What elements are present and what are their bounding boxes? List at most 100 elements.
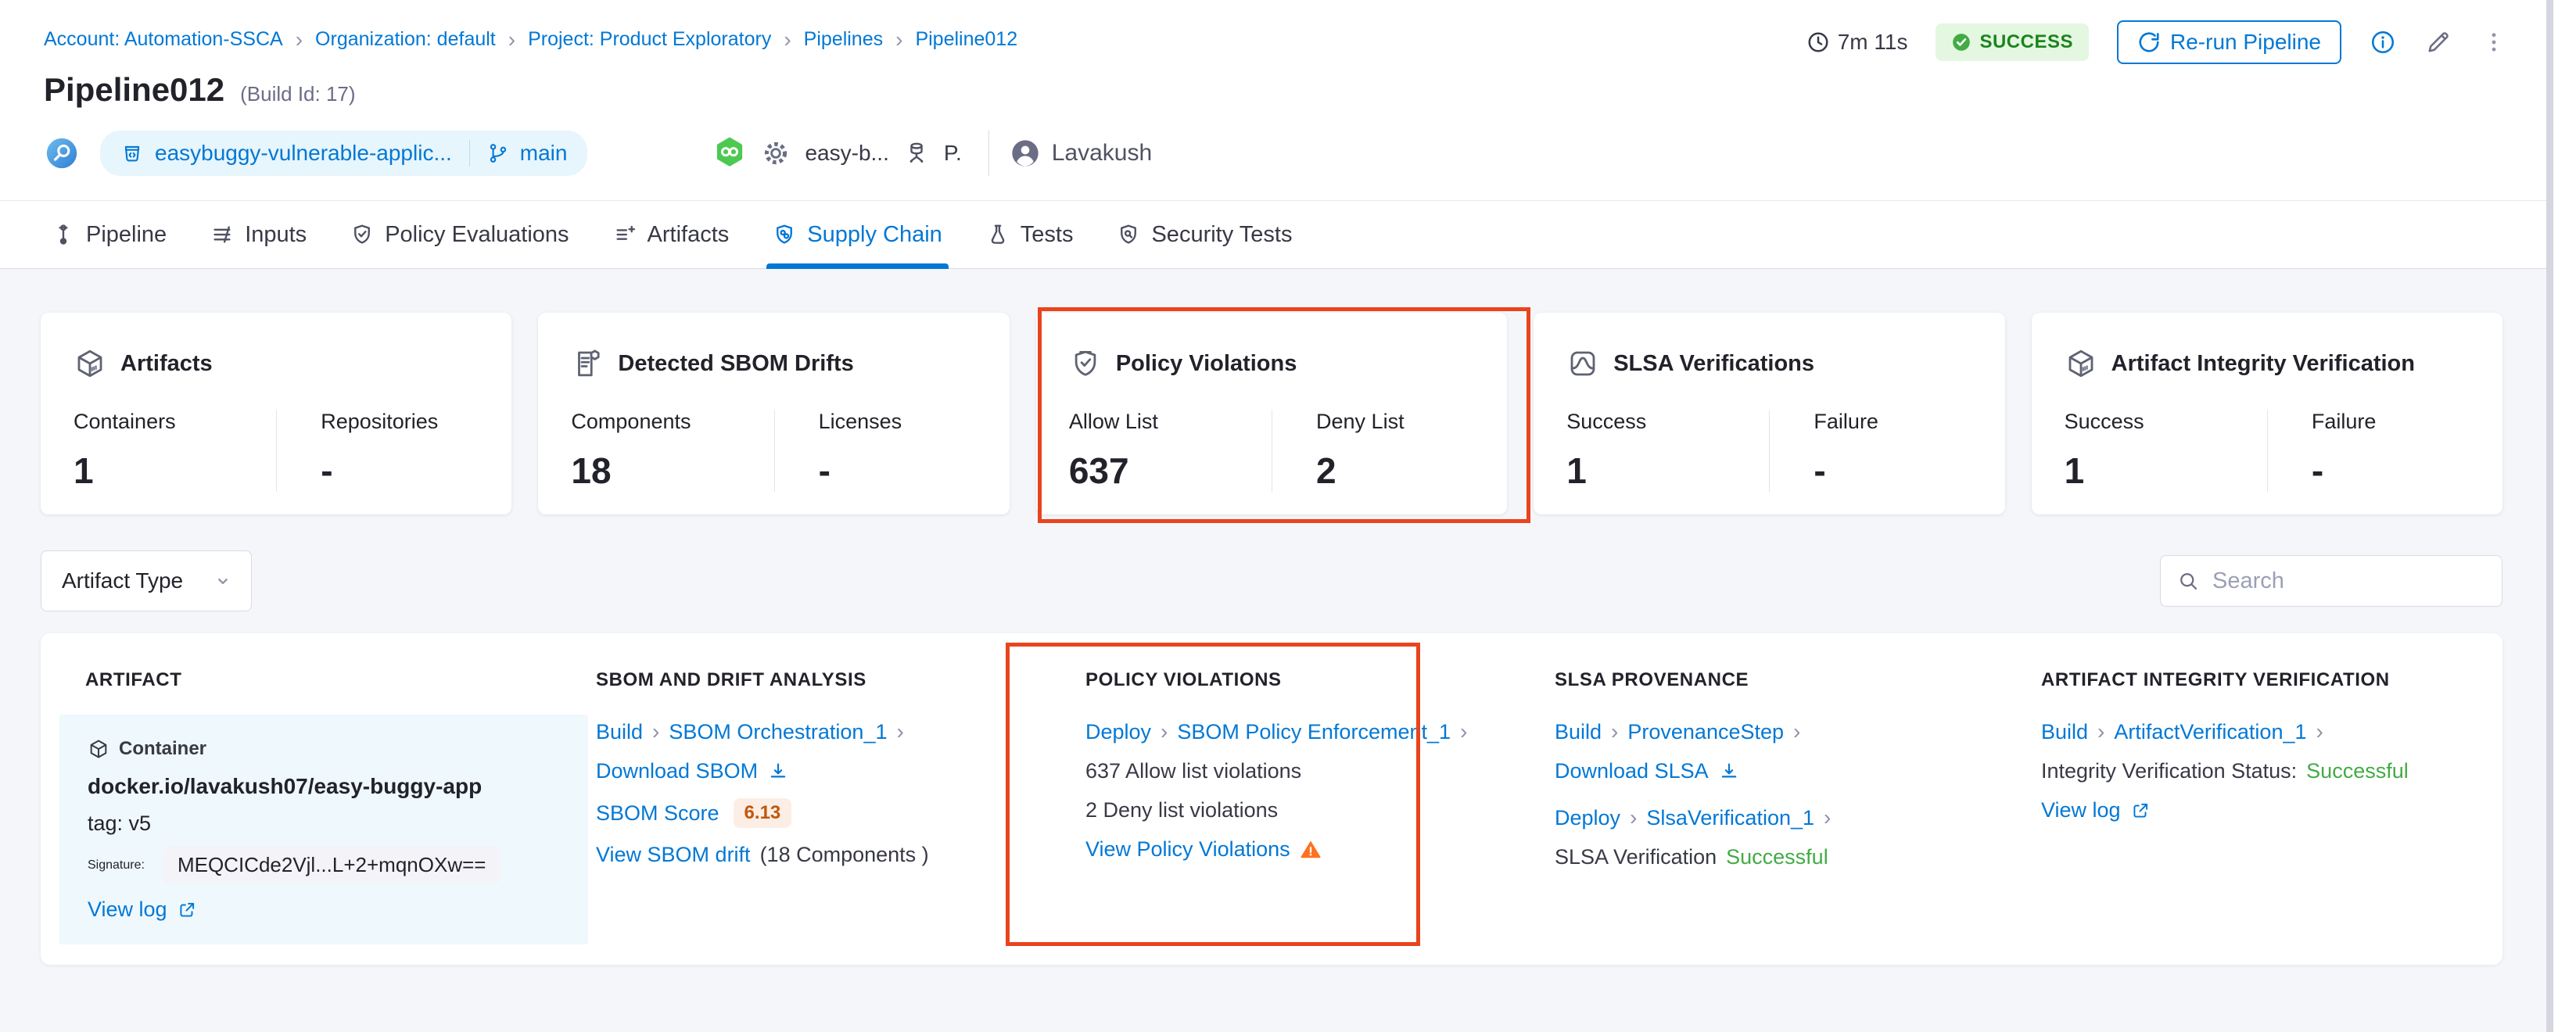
step-separator: › — [2316, 719, 2323, 744]
scrollbar-thumb[interactable] — [2546, 0, 2553, 1032]
trigger-short-name[interactable]: P. — [943, 141, 962, 165]
stat-value: 2 — [1316, 450, 1336, 491]
stat-label: Deny List — [1316, 410, 1405, 433]
stat-value: - — [1814, 450, 1826, 491]
stage-link[interactable]: Build — [596, 719, 644, 744]
slsa-verification-label: SLSA Verification — [1555, 845, 1717, 869]
breadcrumb-pipeline012[interactable]: Pipeline012 — [915, 28, 1018, 50]
stat-value: 1 — [1566, 450, 1587, 491]
step-link[interactable]: ProvenanceStep — [1627, 719, 1785, 744]
view-policy-violations-link[interactable]: View Policy Violations — [1085, 837, 1290, 861]
pipeline-meta-row: easybuggy-vulnerable-applic... main — [44, 131, 2576, 176]
artifact-tag: tag: v5 — [88, 812, 152, 835]
step-link[interactable]: SlsaVerification_1 — [1646, 805, 1815, 830]
artifact-type-dropdown[interactable]: Artifact Type — [41, 550, 252, 611]
flask-icon — [986, 223, 1010, 246]
stat-label: Success — [2064, 410, 2144, 433]
title-row: Pipeline012 (Build Id: 17) — [44, 71, 2576, 109]
card-title: Policy Violations — [1115, 350, 1297, 376]
card-policy-violations: Policy Violations Allow List 637 Deny Li… — [1035, 313, 1508, 514]
view-sbom-drift-link[interactable]: View SBOM drift — [596, 843, 751, 866]
breadcrumb-account[interactable]: Account: Automation-SSCA — [44, 28, 283, 50]
duration-text: 7m 11s — [1837, 30, 1908, 54]
step-link[interactable]: ArtifactVerification_1 — [2114, 719, 2307, 744]
check-circle-icon — [1951, 32, 1971, 52]
step-link[interactable]: SBOM Orchestration_1 — [669, 719, 888, 744]
tab-label: Inputs — [245, 221, 307, 247]
tab-label: Pipeline — [86, 221, 167, 247]
view-log-link[interactable]: View log — [88, 898, 167, 921]
shield-check-icon — [1069, 347, 1102, 380]
step-separator: › — [1611, 719, 1619, 744]
breadcrumb-separator: › — [508, 27, 516, 52]
stat-label: Success — [1566, 410, 1647, 433]
search-box — [2160, 555, 2502, 607]
download-slsa-link[interactable]: Download SLSA — [1555, 759, 1709, 783]
tab-tests[interactable]: Tests — [986, 201, 1073, 268]
tab-policy-evaluations[interactable]: Policy Evaluations — [350, 201, 569, 268]
repo-branch-pill[interactable]: easybuggy-vulnerable-applic... main — [100, 131, 588, 176]
view-log-link[interactable]: View log — [2041, 798, 2121, 822]
stage-link[interactable]: Build — [1555, 719, 1602, 744]
artifact-image-name: docker.io/lavakush07/easy-buggy-app — [88, 774, 483, 798]
external-link-icon — [177, 900, 197, 920]
stage-link[interactable]: Deploy — [1085, 719, 1152, 744]
breadcrumb-organization[interactable]: Organization: default — [315, 28, 496, 50]
ci-hexagon-icon — [712, 136, 747, 170]
breadcrumb-project[interactable]: Project: Product Exploratory — [528, 28, 772, 50]
column-header-artifact: ARTIFACT — [85, 669, 182, 690]
status-text: SUCCESS — [1979, 31, 2073, 52]
stat-label: Licenses — [818, 410, 902, 433]
stat-label: Containers — [74, 410, 176, 433]
sbom-score-link[interactable]: SBOM Score — [596, 801, 719, 825]
tab-security-tests[interactable]: Security Tests — [1117, 201, 1292, 268]
tab-supply-chain[interactable]: Supply Chain — [766, 201, 949, 269]
scrollbar[interactable] — [2546, 0, 2576, 1032]
stat-value: 18 — [571, 450, 612, 491]
cube-icon — [74, 347, 106, 380]
external-link-icon — [2130, 801, 2151, 821]
slsa-icon — [1566, 347, 1599, 380]
gear-icon — [761, 138, 791, 168]
stage-link[interactable]: Deploy — [1555, 805, 1621, 830]
pill-divider — [468, 140, 470, 167]
step-link[interactable]: SBOM Policy Enforcement_1 — [1177, 719, 1451, 744]
tab-artifacts[interactable]: Artifacts — [613, 201, 730, 268]
tab-pipeline[interactable]: Pipeline — [52, 201, 167, 268]
supply-chain-content: Artifacts Containers 1 Repositories - — [0, 269, 2576, 1032]
trigger-config-name[interactable]: easy-b... — [805, 141, 889, 165]
search-input[interactable] — [2212, 568, 2486, 594]
deployment-icon — [903, 140, 930, 167]
tab-inputs[interactable]: Inputs — [210, 201, 307, 268]
stat-label: Repositories — [321, 410, 439, 433]
policy-violations-cell: Deploy › SBOM Policy Enforcement_1 › 637… — [1073, 715, 1542, 944]
slsa-verification-status: Successful — [1726, 845, 1828, 869]
inputs-icon — [210, 223, 234, 246]
integrity-status-label: Integrity Verification Status: — [2041, 759, 2298, 783]
sbom-document-icon — [571, 347, 604, 380]
download-sbom-link[interactable]: Download SBOM — [596, 759, 759, 783]
tab-label: Policy Evaluations — [385, 221, 569, 247]
column-header-sbom: SBOM AND DRIFT ANALYSIS — [596, 669, 866, 690]
stage-link[interactable]: Build — [2041, 719, 2089, 744]
triggered-by-user: Lavakush — [1010, 138, 1152, 169]
tab-label: Artifacts — [647, 221, 730, 247]
edit-pencil-icon[interactable] — [2424, 28, 2452, 56]
signature-value[interactable]: MEQCICde2Vjl...L+2+mqnOXw== — [163, 847, 500, 883]
card-title: SLSA Verifications — [1613, 350, 1814, 376]
breadcrumb-separator: › — [895, 27, 903, 52]
shield-search-icon — [1117, 223, 1140, 246]
cube-icon — [2065, 347, 2097, 380]
kebab-menu-icon[interactable] — [2481, 29, 2507, 56]
breadcrumb: Account: Automation-SSCA › Organization:… — [44, 28, 2576, 51]
page-header: Account: Automation-SSCA › Organization:… — [0, 0, 2576, 200]
rerun-pipeline-label: Re-run Pipeline — [2170, 30, 2321, 54]
rerun-pipeline-button[interactable]: Re-run Pipeline — [2117, 20, 2341, 64]
breadcrumb-pipelines[interactable]: Pipelines — [803, 28, 884, 50]
info-icon[interactable] — [2370, 29, 2396, 56]
table-row: Container docker.io/lavakush07/easy-bugg… — [59, 715, 2502, 944]
integrity-status-value: Successful — [2306, 759, 2409, 783]
step-separator: › — [1161, 719, 1168, 744]
stat-label: Allow List — [1068, 410, 1158, 433]
meta-divider — [988, 131, 989, 176]
